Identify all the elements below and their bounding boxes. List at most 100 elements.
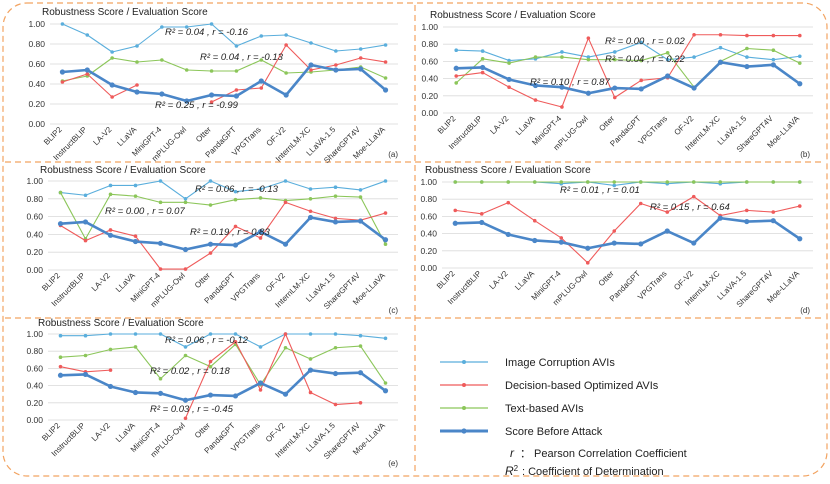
point-text xyxy=(665,180,670,184)
point-base xyxy=(717,59,724,65)
legend-marker-decision xyxy=(462,383,466,387)
point-decision xyxy=(110,95,114,99)
legend-entry-image: Image Corruption AVIs xyxy=(440,357,615,369)
series-text xyxy=(453,180,802,184)
point-image xyxy=(383,179,388,183)
chart-title: Robustness Score / Evaluation Score xyxy=(430,10,596,21)
legend-desc-r2: : Coefficient of Determination xyxy=(522,466,664,478)
point-text xyxy=(383,242,388,246)
series-line-base xyxy=(62,63,387,103)
point-base xyxy=(717,215,723,221)
x-tick-label: VPGTrans xyxy=(636,269,669,302)
legend-marker-base xyxy=(461,428,467,434)
point-text xyxy=(532,180,537,184)
point-text xyxy=(638,180,643,184)
series-text xyxy=(58,342,388,387)
point-image xyxy=(83,333,88,338)
point-base xyxy=(744,63,750,70)
chart-title: Robustness Score / Evaluation Score xyxy=(40,165,206,176)
point-base xyxy=(480,64,486,71)
legend-entry-r: r ： Pearson Correlation Coefficient xyxy=(510,446,687,460)
point-base xyxy=(382,237,389,243)
series-base xyxy=(59,62,389,104)
series-line-decision xyxy=(60,201,386,270)
point-text xyxy=(745,46,749,51)
y-tick-label: 0.80 xyxy=(26,194,43,204)
point-decision xyxy=(183,267,188,271)
y-tick-label: 1.00 xyxy=(28,19,45,29)
point-text xyxy=(383,76,388,80)
chart-title: Robustness Score / Evaluation Score xyxy=(42,7,208,18)
series-line-decision xyxy=(184,333,361,419)
point-text xyxy=(383,381,388,385)
point-image xyxy=(612,183,617,188)
point-decision xyxy=(309,68,313,72)
point-text xyxy=(83,353,88,358)
point-decision xyxy=(358,401,363,405)
point-decision xyxy=(454,74,459,78)
point-decision xyxy=(259,86,264,90)
point-decision xyxy=(638,201,643,206)
point-base xyxy=(797,236,803,242)
legend-entry-decision: Decision-based Optimized AVIs xyxy=(440,380,659,392)
x-tick-label: OF-V2 xyxy=(672,269,695,292)
y-tick-label: 1.00 xyxy=(421,22,438,32)
point-base xyxy=(107,383,114,390)
point-base xyxy=(585,90,591,96)
point-image xyxy=(208,332,213,336)
series-line-base xyxy=(456,60,801,95)
legend-entry-text: Text-based AVIs xyxy=(440,403,584,415)
point-decision xyxy=(585,261,590,265)
point-base xyxy=(184,98,190,104)
point-base xyxy=(332,219,339,225)
x-tick-label: Otter xyxy=(597,114,616,133)
series-line-image xyxy=(60,333,386,348)
x-tick-label: OF-V2 xyxy=(265,125,288,148)
point-text xyxy=(639,58,644,63)
point-decision xyxy=(612,229,617,233)
point-image xyxy=(60,22,65,26)
chart-title: Robustness Score / Evaluation Score xyxy=(38,318,204,329)
y-tick-label: 0.00 xyxy=(28,119,45,129)
point-decision xyxy=(333,216,338,221)
point-base xyxy=(159,91,165,97)
series-line-image xyxy=(60,180,386,200)
y-tick-label: 0.80 xyxy=(420,194,437,204)
series-decision xyxy=(58,332,363,421)
x-tick-label: LA-V2 xyxy=(488,114,510,136)
annotation: R² = 0.06 , r = -0.13 xyxy=(195,184,279,195)
point-decision xyxy=(108,228,113,232)
point-decision xyxy=(308,390,313,395)
x-tick-label: LLaVA xyxy=(513,269,536,292)
point-image xyxy=(454,48,459,53)
point-base xyxy=(308,62,314,68)
point-text xyxy=(58,355,63,360)
series-base xyxy=(57,214,389,253)
point-decision xyxy=(208,359,213,364)
point-text xyxy=(453,180,458,184)
point-text xyxy=(612,57,617,62)
series-line-image xyxy=(62,23,386,53)
point-image xyxy=(586,55,591,59)
point-text xyxy=(259,58,264,62)
point-text xyxy=(718,180,723,184)
x-tick-label: BLIP2 xyxy=(42,125,64,147)
point-base xyxy=(107,232,114,238)
point-base xyxy=(744,218,750,225)
point-decision xyxy=(283,332,288,336)
series-line-decision xyxy=(211,44,386,103)
point-decision xyxy=(507,85,511,89)
y-tick-label: 0.00 xyxy=(26,265,43,275)
point-image xyxy=(108,332,113,336)
point-decision xyxy=(797,204,802,208)
point-image xyxy=(133,183,138,188)
annotation: R² = 0.06 , r = -0.12 xyxy=(165,335,249,346)
point-text xyxy=(586,57,591,62)
point-base xyxy=(664,228,670,234)
annotation: R² = 0.10 , r = 0.87 xyxy=(530,77,610,88)
point-base xyxy=(332,370,339,377)
x-tick-label: LLaVA xyxy=(514,114,537,137)
point-base xyxy=(283,92,289,98)
point-base xyxy=(532,82,539,89)
point-text xyxy=(308,197,313,201)
